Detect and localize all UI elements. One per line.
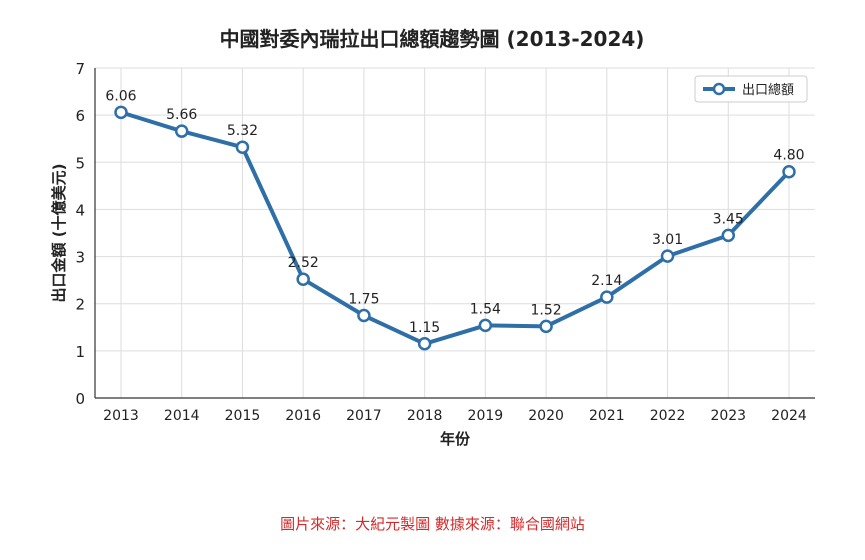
data-point — [600, 290, 614, 304]
y-tick-label: 3 — [75, 249, 85, 267]
data-point — [417, 337, 432, 351]
x-tick-label: 2024 — [771, 408, 807, 424]
y-axis-label: 出口金額 (十億美元) — [50, 164, 68, 303]
y-tick-label: 5 — [75, 154, 85, 172]
y-tick-label: 2 — [75, 296, 85, 314]
y-tick-label: 7 — [75, 60, 85, 78]
x-tick-label: 2016 — [285, 408, 321, 424]
legend-label: 出口總額 — [742, 82, 794, 98]
y-tick-label: 4 — [75, 201, 85, 219]
x-tick-label: 2019 — [468, 408, 504, 424]
data-label: 5.66 — [166, 107, 197, 123]
data-point — [478, 318, 493, 333]
data-point — [114, 105, 128, 120]
data-point — [357, 308, 371, 323]
data-label: 5.32 — [227, 123, 258, 139]
x-tick-label: 2014 — [164, 408, 200, 424]
data-label: 4.80 — [773, 148, 804, 164]
data-point — [235, 140, 250, 154]
data-label: 1.54 — [470, 301, 501, 317]
data-label: 3.45 — [713, 211, 744, 227]
data-point — [539, 319, 553, 334]
line-chart: 中國對委內瑞拉出口總額趨勢圖 (2013-2024) 0 1 2 3 4 5 6 7 2013 20… — [50, 27, 815, 448]
x-tick-label: 2017 — [346, 408, 382, 424]
x-tick-label: 2018 — [407, 408, 443, 424]
x-tick-label: 2023 — [710, 408, 746, 424]
data-point — [721, 228, 736, 243]
data-label: 1.52 — [531, 302, 562, 318]
x-tick-label: 2021 — [589, 408, 625, 424]
x-axis-label: 年份 — [440, 430, 471, 448]
data-label: 1.15 — [409, 320, 440, 336]
x-tick-label: 2022 — [650, 408, 686, 424]
x-tick-label: 2015 — [225, 408, 261, 424]
legend — [694, 75, 808, 103]
data-label: 1.75 — [348, 292, 379, 308]
data-point — [660, 249, 675, 263]
legend-marker-icon — [712, 82, 726, 96]
data-point — [296, 272, 310, 286]
chart-title: 中國對委內瑞拉出口總額趨勢圖 (2013-2024) — [220, 27, 645, 51]
x-tick-label: 2013 — [103, 408, 139, 424]
y-tick-label: 0 — [75, 390, 85, 408]
data-label: 6.06 — [105, 88, 136, 104]
x-tick-label: 2020 — [528, 408, 564, 424]
plot-area — [95, 68, 815, 398]
source-caption: 圖片來源：大紀元製圖 數據來源：聯合國網站 — [280, 515, 585, 533]
data-point — [782, 164, 796, 179]
data-point — [174, 124, 189, 138]
data-label: 2.52 — [288, 255, 319, 271]
y-tick-label: 1 — [75, 343, 85, 361]
series-line — [120, 110, 791, 346]
data-label: 3.01 — [652, 232, 683, 248]
y-tick-label: 6 — [75, 107, 85, 125]
data-label: 2.14 — [591, 273, 622, 289]
